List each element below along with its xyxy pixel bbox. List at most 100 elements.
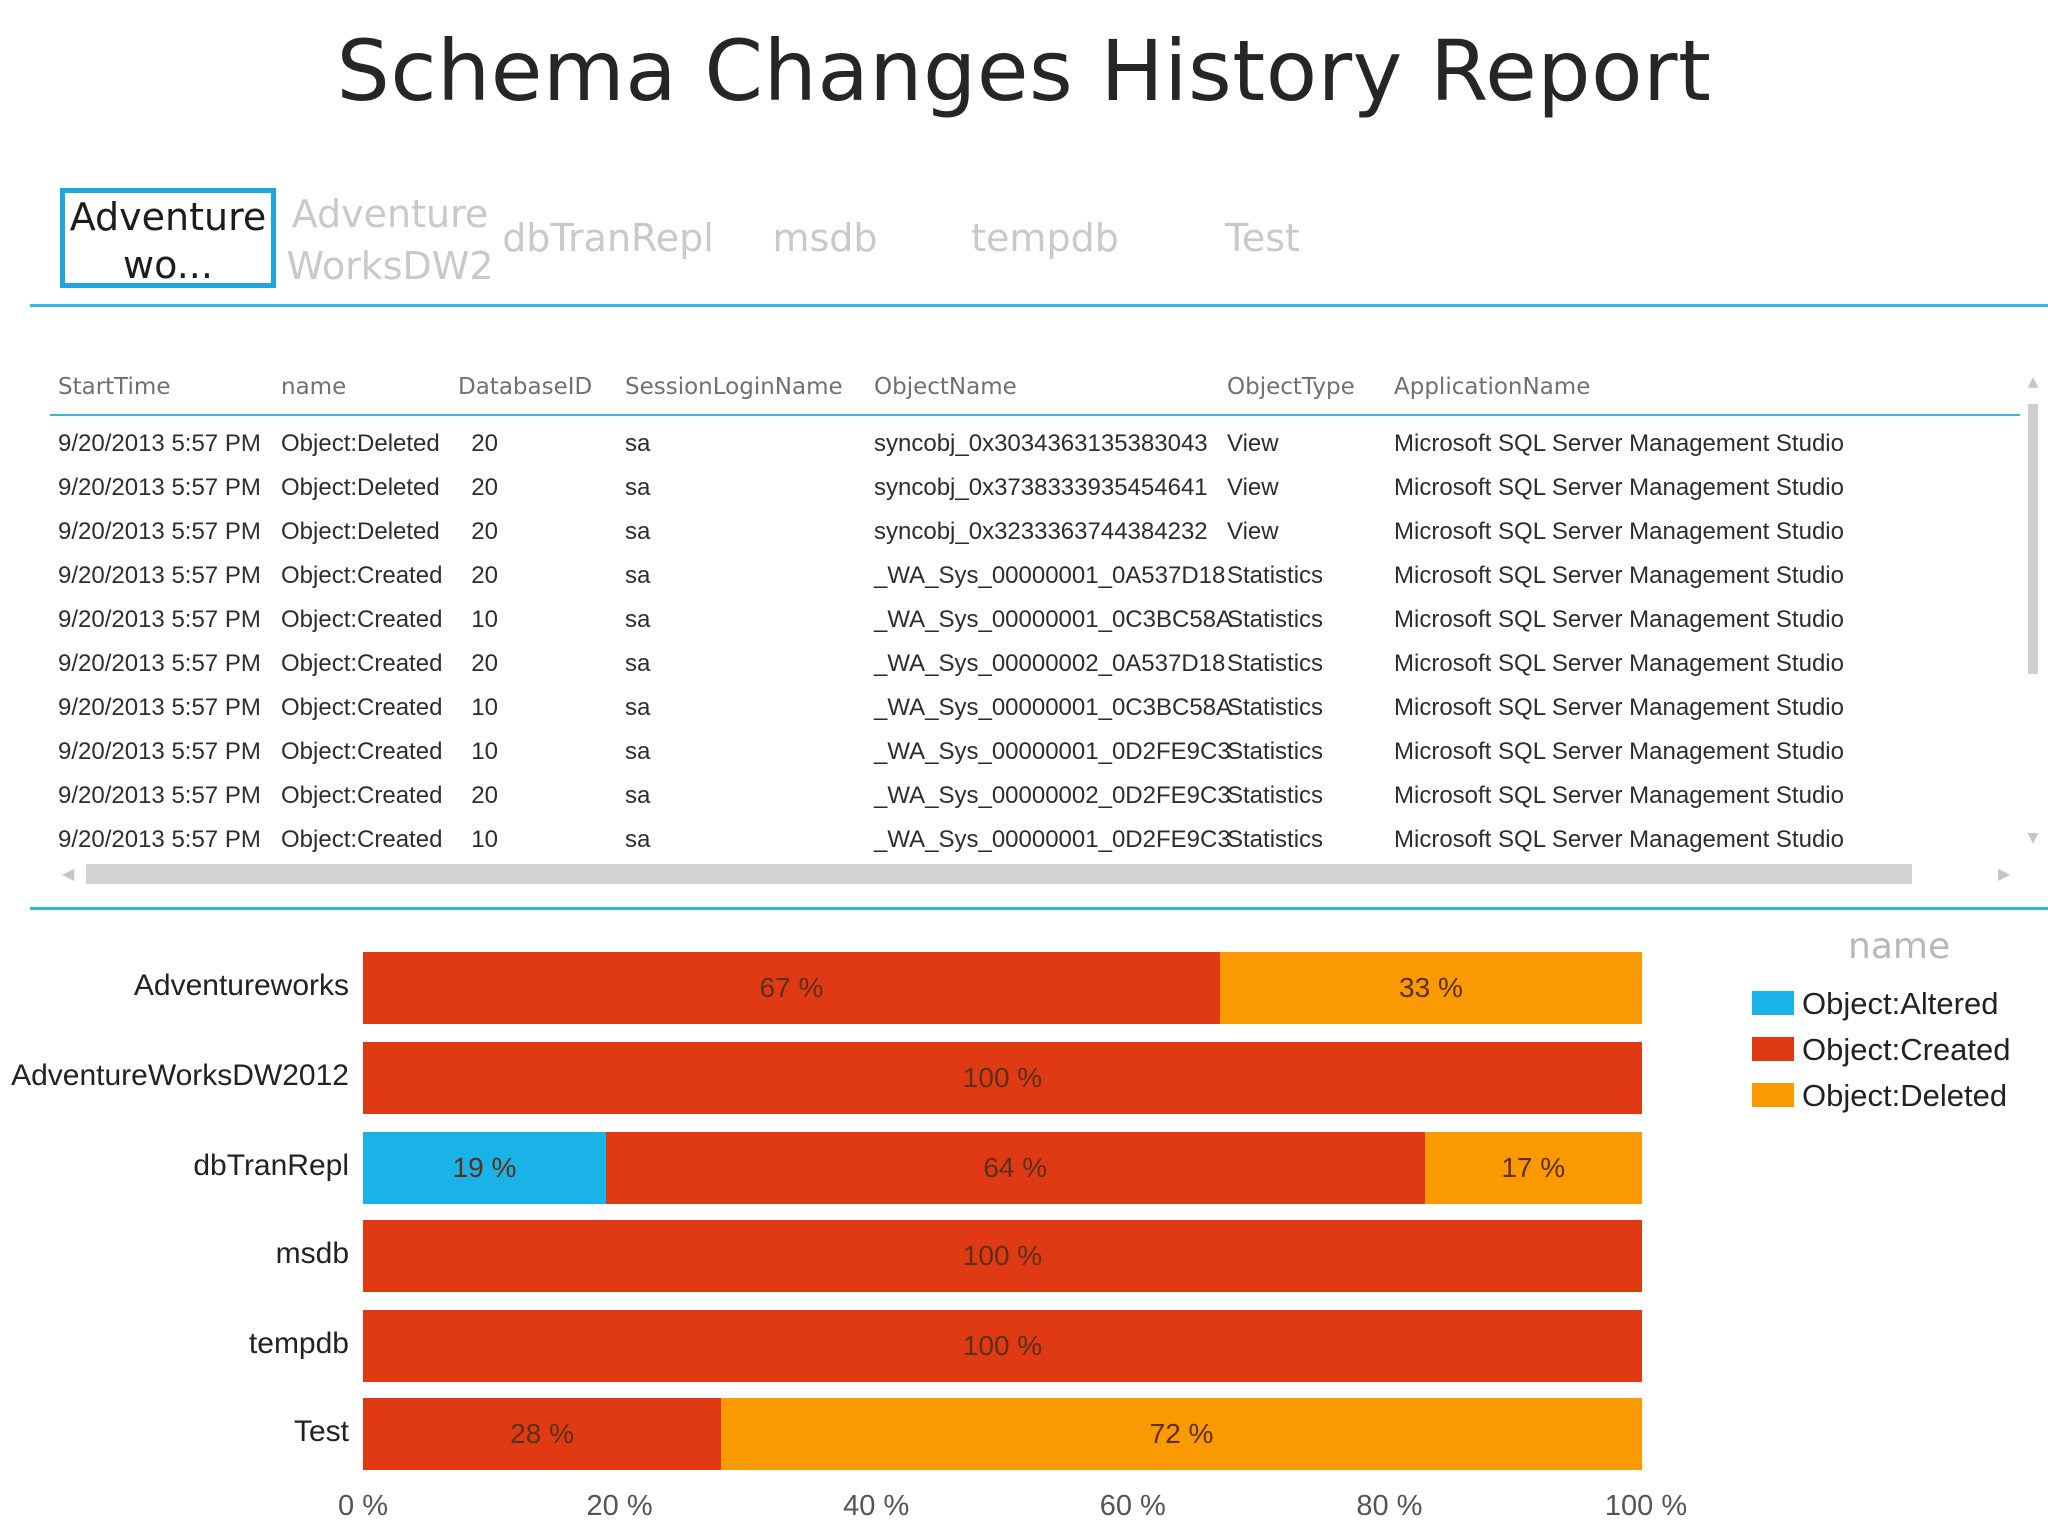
- table-horizontal-scrollbar[interactable]: ◀ ▶: [62, 864, 2012, 886]
- table-row[interactable]: 9/20/2013 5:57 PM Object:Deleted 20 sa synco…: [50, 510, 2020, 554]
- tile-test[interactable]: Test: [1225, 216, 1300, 260]
- table-row[interactable]: 9/20/2013 5:57 PM Object:Created 10 sa _WA_S…: [50, 818, 2020, 860]
- table-header: StartTime name DatabaseID SessionLoginNa…: [50, 370, 2020, 414]
- table-cell-objecttype: Statistics: [1227, 738, 1324, 765]
- table-cell-starttime: 9/20/2013 5:57 PM: [58, 650, 261, 677]
- tile-adventureworksdw[interactable]: Adventure WorksDW2: [282, 188, 498, 288]
- table-cell-starttime: 9/20/2013 5:57 PM: [58, 430, 261, 457]
- bar-segment-altered[interactable]: 19 %: [363, 1132, 606, 1204]
- table-cell-databaseid: 10: [471, 826, 498, 853]
- col-databaseid[interactable]: DatabaseID: [458, 374, 593, 400]
- category-label: msdb: [275, 1237, 349, 1270]
- bar-segment-created[interactable]: 28 %: [363, 1398, 722, 1470]
- bar-segment-created[interactable]: 100 %: [363, 1220, 1642, 1292]
- legend-item-deleted[interactable]: Object:Deleted: [1752, 1076, 2007, 1116]
- table-cell-sessionloginname: sa: [625, 562, 651, 589]
- table-cell-databaseid: 10: [471, 606, 498, 633]
- tile-label-line2: wo...: [123, 243, 213, 287]
- table-cell-starttime: 9/20/2013 5:57 PM: [58, 782, 261, 809]
- scrollbar-thumb[interactable]: [86, 864, 1912, 884]
- category-label: Test: [293, 1415, 349, 1448]
- table-row[interactable]: 9/20/2013 5:57 PM Object:Created 20 sa _WA_S…: [50, 642, 2020, 686]
- table-row[interactable]: 9/20/2013 5:57 PM Object:Created 10 sa _WA_S…: [50, 730, 2020, 774]
- data-label: 100 %: [962, 1240, 1043, 1271]
- bar-segment-created[interactable]: 67 %: [363, 952, 1220, 1024]
- table-divider: [30, 907, 2048, 910]
- scroll-right-icon[interactable]: ▶: [1998, 864, 2011, 883]
- table-cell-sessionloginname: sa: [625, 694, 651, 721]
- table-cell-databaseid: 10: [471, 694, 498, 721]
- table-cell-applicationname: Microsoft SQL Server Management Studio: [1394, 518, 1844, 545]
- results-table: StartTime name DatabaseID SessionLoginNa…: [50, 370, 2020, 860]
- bar-segment-created[interactable]: 100 %: [363, 1310, 1642, 1382]
- legend-title: name: [1848, 926, 1951, 967]
- legend-label: Object:Deleted: [1802, 1078, 2008, 1113]
- table-cell-objecttype: Statistics: [1227, 826, 1324, 853]
- table-row[interactable]: 9/20/2013 5:57 PM Object:Deleted 20 sa synco…: [50, 466, 2020, 510]
- col-applicationname[interactable]: ApplicationName: [1394, 374, 1591, 400]
- data-label: 100 %: [962, 1330, 1043, 1361]
- x-tick-label: 60 %: [1099, 1490, 1166, 1522]
- table-cell-name: Object:Deleted: [281, 430, 440, 457]
- bar-segment-deleted[interactable]: 72 %: [721, 1398, 1642, 1470]
- table-cell-databaseid: 10: [471, 738, 498, 765]
- bar-segment-created[interactable]: 100 %: [363, 1042, 1642, 1114]
- data-label: 100 %: [962, 1062, 1043, 1093]
- col-objecttype[interactable]: ObjectType: [1227, 374, 1355, 400]
- tile-msdb[interactable]: msdb: [772, 216, 878, 260]
- bar-segment-deleted[interactable]: 17 %: [1424, 1132, 1642, 1204]
- legend-swatch-deleted: [1752, 1082, 1794, 1107]
- table-cell-objectname: _WA_Sys_00000001_0C3BC58A: [874, 694, 1233, 721]
- table-cell-sessionloginname: sa: [625, 826, 651, 853]
- stacked-bar-chart: Adventureworks 67 % 33 % AdventureWorksDW20…: [0, 920, 2048, 1536]
- table-row[interactable]: 9/20/2013 5:57 PM Object:Created 20 sa _WA_S…: [50, 554, 2020, 598]
- table-cell-starttime: 9/20/2013 5:57 PM: [58, 562, 261, 589]
- table-cell-sessionloginname: sa: [625, 606, 651, 633]
- scroll-left-icon[interactable]: ◀: [62, 864, 75, 883]
- table-cell-objectname: _WA_Sys_00000001_0C3BC58A: [874, 606, 1233, 633]
- col-name[interactable]: name: [281, 374, 347, 400]
- col-starttime[interactable]: StartTime: [58, 374, 171, 400]
- table-row[interactable]: 9/20/2013 5:57 PM Object:Created 20 sa _WA_S…: [50, 774, 2020, 818]
- table-row[interactable]: 9/20/2013 5:57 PM Object:Deleted 20 sa synco…: [50, 422, 2020, 466]
- scroll-down-icon[interactable]: ▼: [2027, 830, 2039, 846]
- table-vertical-scrollbar[interactable]: ▲ ▼: [2026, 374, 2040, 850]
- table-cell-sessionloginname: sa: [625, 474, 651, 501]
- data-label: 72 %: [1149, 1418, 1214, 1449]
- table-row[interactable]: 9/20/2013 5:57 PM Object:Created 10 sa _WA_S…: [50, 686, 2020, 730]
- table-cell-starttime: 9/20/2013 5:57 PM: [58, 738, 261, 765]
- table-cell-applicationname: Microsoft SQL Server Management Studio: [1394, 562, 1844, 589]
- x-tick-label: 20 %: [586, 1490, 653, 1522]
- table-cell-objectname: _WA_Sys_00000002_0A537D18: [874, 650, 1226, 677]
- legend-label: Object:Created: [1802, 1032, 2011, 1067]
- col-sessionloginname[interactable]: SessionLoginName: [625, 374, 843, 400]
- col-objectname[interactable]: ObjectName: [874, 374, 1017, 400]
- legend-swatch-created: [1752, 1036, 1794, 1061]
- table-cell-starttime: 9/20/2013 5:57 PM: [58, 518, 261, 545]
- table-cell-databaseid: 20: [471, 650, 498, 677]
- legend-item-altered[interactable]: Object:Altered: [1752, 984, 1998, 1024]
- x-tick-label: 100 %: [1604, 1490, 1688, 1522]
- table-cell-starttime: 9/20/2013 5:57 PM: [58, 826, 261, 853]
- legend-item-created[interactable]: Object:Created: [1752, 1030, 2011, 1070]
- scrollbar-thumb[interactable]: [2028, 404, 2038, 674]
- table-cell-objectname: syncobj_0x3738333935454641: [874, 474, 1208, 501]
- table-cell-databaseid: 20: [471, 518, 498, 545]
- table-cell-applicationname: Microsoft SQL Server Management Studio: [1394, 474, 1844, 501]
- bar-segment-deleted[interactable]: 33 %: [1219, 952, 1642, 1024]
- tile-label-line1: Adventure: [69, 195, 267, 239]
- table-cell-objectname: _WA_Sys_00000001_0D2FE9C3: [874, 738, 1231, 765]
- table-cell-name: Object:Deleted: [281, 474, 440, 501]
- tile-adventureworks[interactable]: Adventure wo...: [60, 188, 276, 288]
- tiles-divider: [30, 304, 2048, 307]
- scroll-up-icon[interactable]: ▲: [2027, 374, 2039, 390]
- table-cell-name: Object:Created: [281, 694, 443, 721]
- tile-tempdb[interactable]: tempdb: [971, 216, 1119, 260]
- tile-dbtranrepl[interactable]: dbTranRepl: [502, 216, 714, 260]
- table-cell-applicationname: Microsoft SQL Server Management Studio: [1394, 650, 1844, 677]
- table-cell-name: Object:Deleted: [281, 518, 440, 545]
- bar-segment-created[interactable]: 64 %: [606, 1132, 1425, 1204]
- tile-label-line1: Adventure: [291, 192, 489, 236]
- table-cell-name: Object:Created: [281, 606, 443, 633]
- table-row[interactable]: 9/20/2013 5:57 PM Object:Created 10 sa _WA_S…: [50, 598, 2020, 642]
